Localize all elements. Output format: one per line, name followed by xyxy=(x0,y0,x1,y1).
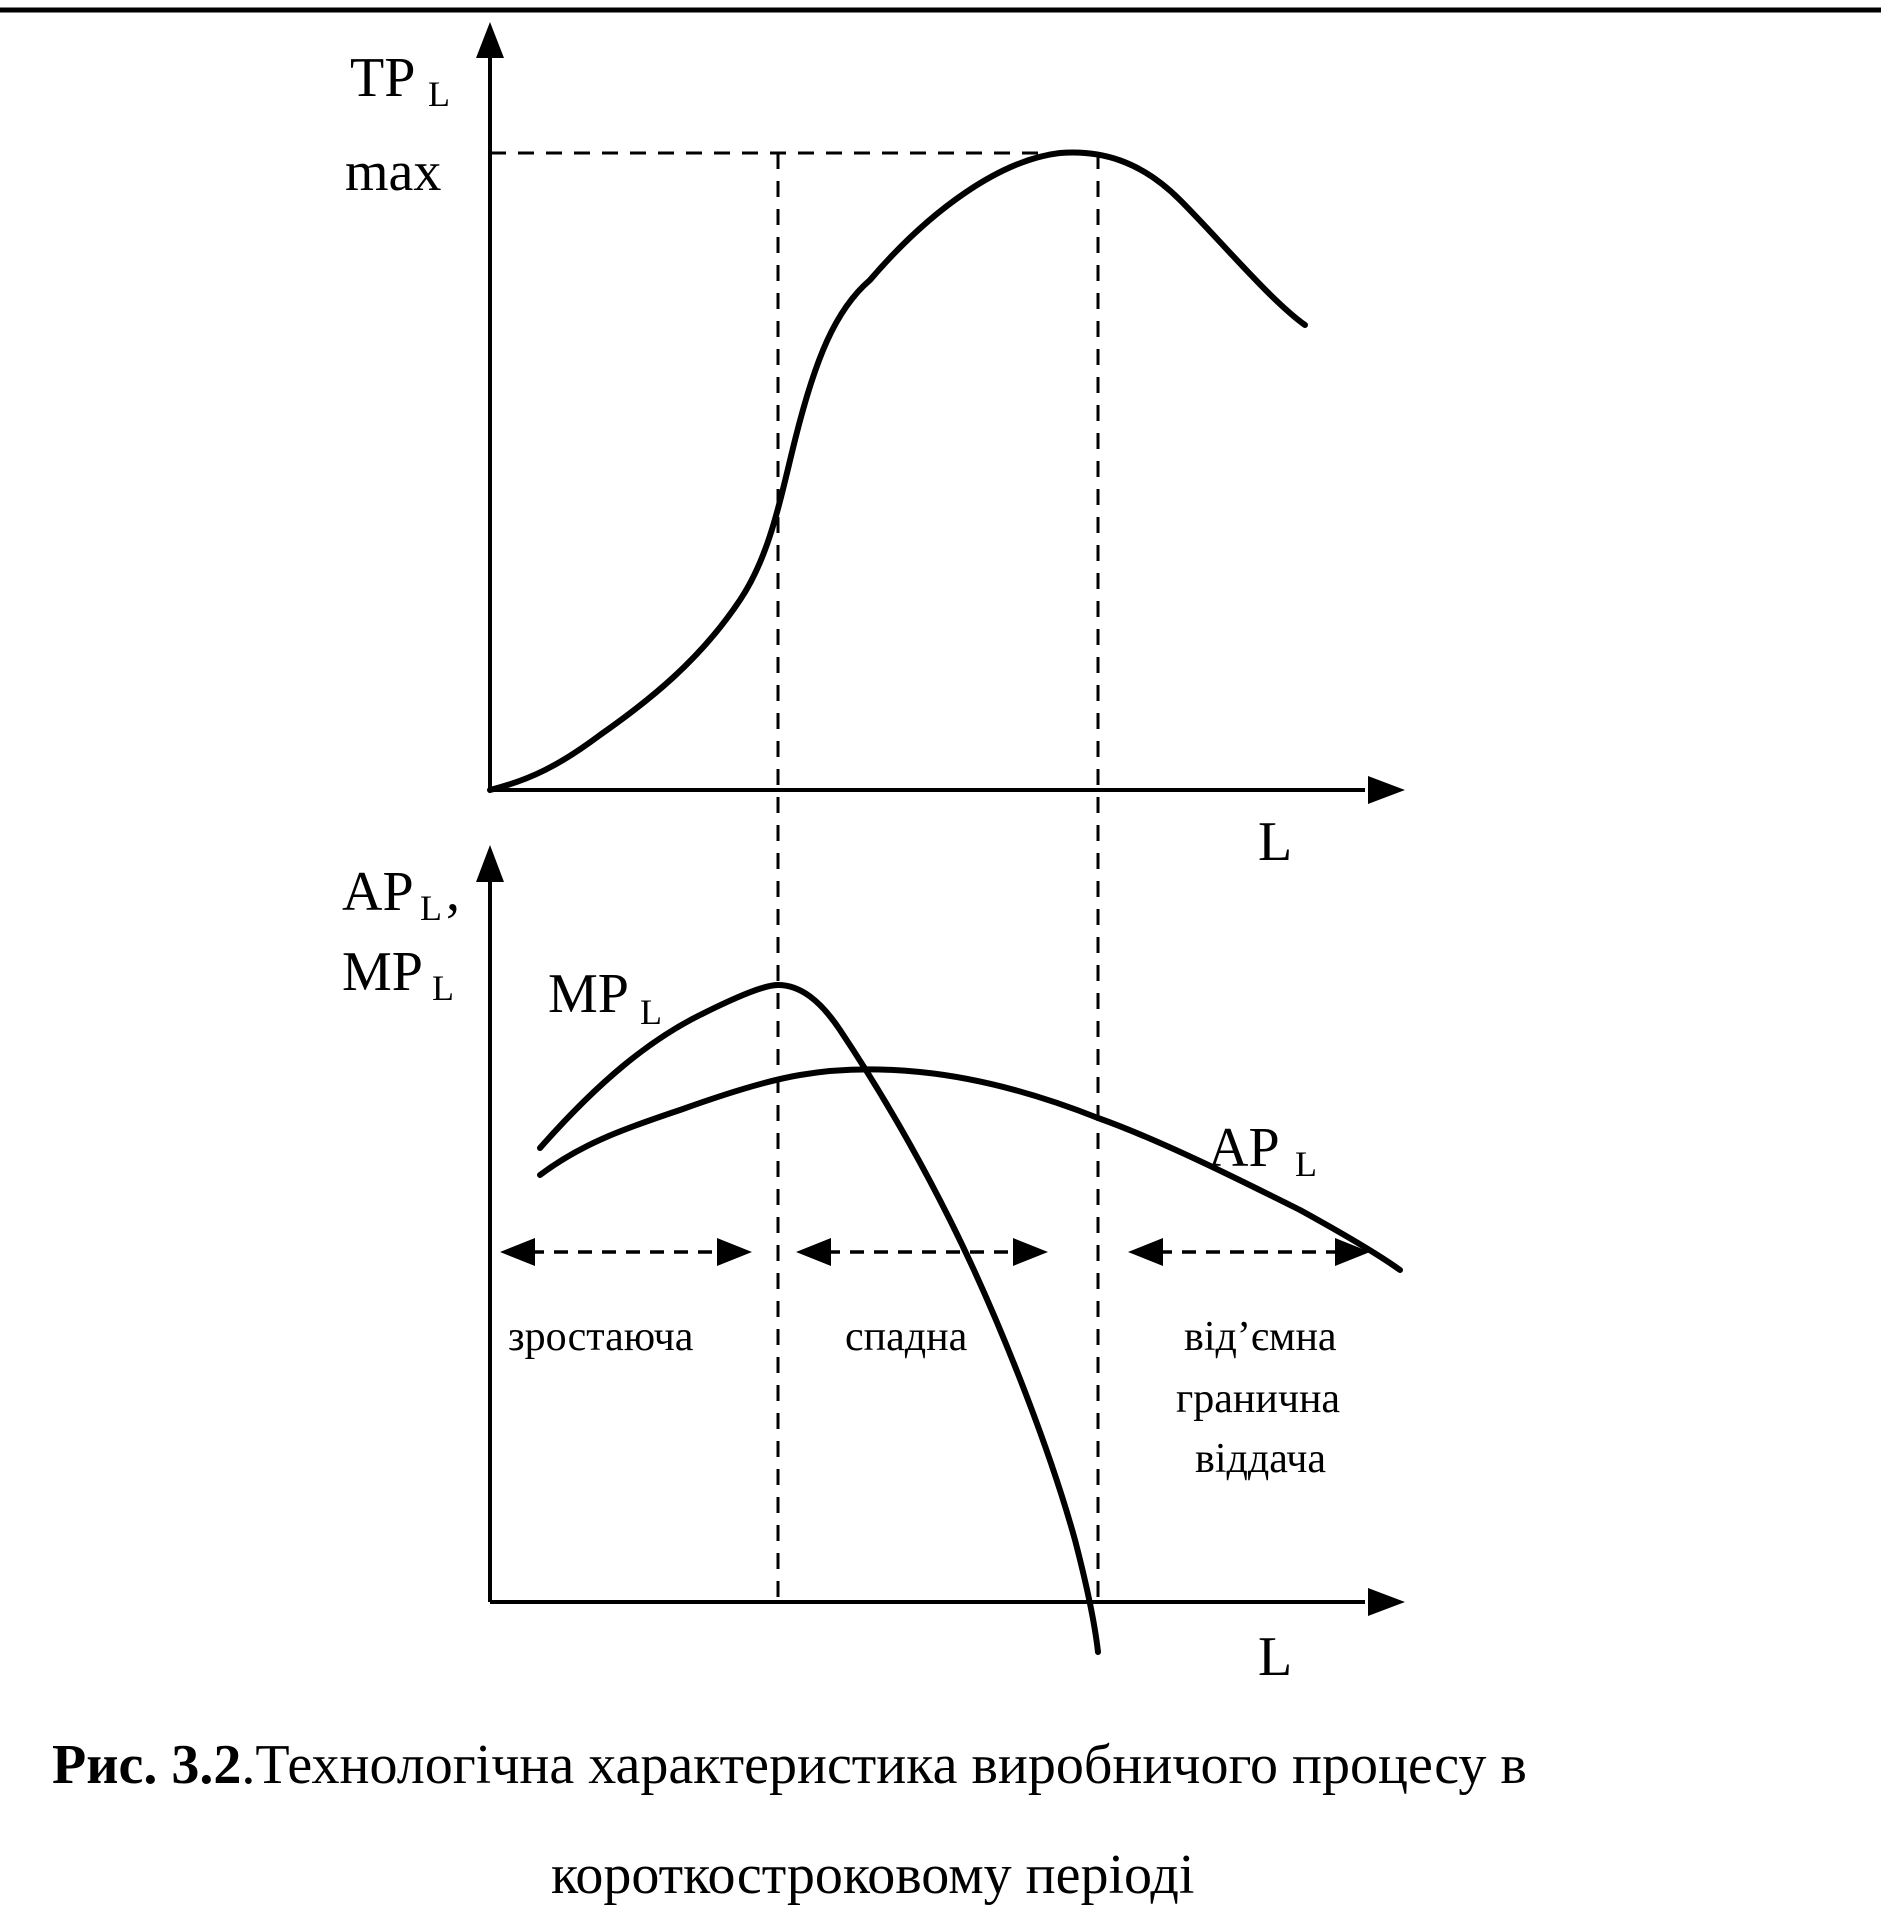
figure-title-line1: .Технологічна характеристика виробничого… xyxy=(241,1734,1526,1796)
mp-axis-label: MP xyxy=(342,941,423,1003)
region-label-increasing: зростаюча xyxy=(508,1314,694,1360)
region-label-negative-line3: віддача xyxy=(1195,1436,1326,1482)
figure-number: Рис. 3.2 xyxy=(52,1734,241,1796)
ap-curve xyxy=(537,1066,1403,1273)
mp-curve-label: MP xyxy=(548,963,629,1025)
ap-axis-comma: , xyxy=(446,861,460,923)
tp-axis-label: TP xyxy=(350,47,415,109)
tp-axis-subscript: L xyxy=(428,74,450,114)
mp-axis-subscript: L xyxy=(432,968,454,1008)
bottom-x-axis-arrow xyxy=(1368,1588,1405,1616)
bottom-y-axis-arrow xyxy=(476,845,504,882)
region-arrow-negative xyxy=(1128,1238,1370,1266)
ap-axis-subscript: L xyxy=(420,888,442,928)
ap-axis-label: AP xyxy=(342,861,414,923)
region-label-decreasing: спадна xyxy=(845,1314,968,1360)
region-arrow-increasing xyxy=(500,1238,752,1266)
tp-curve xyxy=(487,149,1308,793)
region-label-negative-line2: гранична xyxy=(1176,1376,1340,1422)
region-arrow-decreasing xyxy=(796,1238,1048,1266)
ap-curve-subscript: L xyxy=(1295,1144,1317,1184)
bottom-x-axis-label: L xyxy=(1258,1626,1292,1688)
top-y-axis-arrow xyxy=(476,22,504,58)
figure-caption-line2: короткостроковому періоді xyxy=(551,1844,1194,1906)
top-x-axis-arrow xyxy=(1368,776,1405,804)
ap-curve-label: AP xyxy=(1208,1117,1280,1179)
top-x-axis-label: L xyxy=(1258,811,1292,873)
mp-curve-subscript: L xyxy=(640,992,662,1032)
max-label: max xyxy=(345,141,441,203)
region-label-negative-line1: від’ємна xyxy=(1184,1314,1337,1360)
figure-caption-line1: Рис. 3.2.Технологічна характеристика вир… xyxy=(52,1734,1527,1796)
